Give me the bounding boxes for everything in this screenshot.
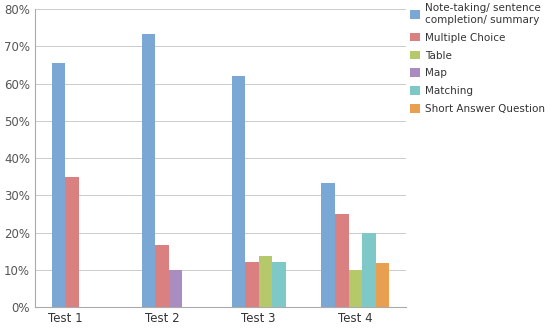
Bar <box>65 177 79 307</box>
Bar <box>272 262 285 307</box>
Bar <box>362 233 376 307</box>
Bar <box>52 63 65 307</box>
Bar <box>335 214 349 307</box>
Legend: Note-taking/ sentence
completion/ summary, Multiple Choice, Table, Map, Matching: Note-taking/ sentence completion/ summar… <box>410 3 545 114</box>
Bar <box>142 34 155 307</box>
Bar <box>376 264 389 307</box>
Bar <box>245 262 258 307</box>
Bar <box>169 270 182 307</box>
Bar <box>155 245 169 307</box>
Bar <box>232 76 245 307</box>
Bar <box>349 270 362 307</box>
Bar <box>258 256 272 307</box>
Bar <box>321 183 335 307</box>
